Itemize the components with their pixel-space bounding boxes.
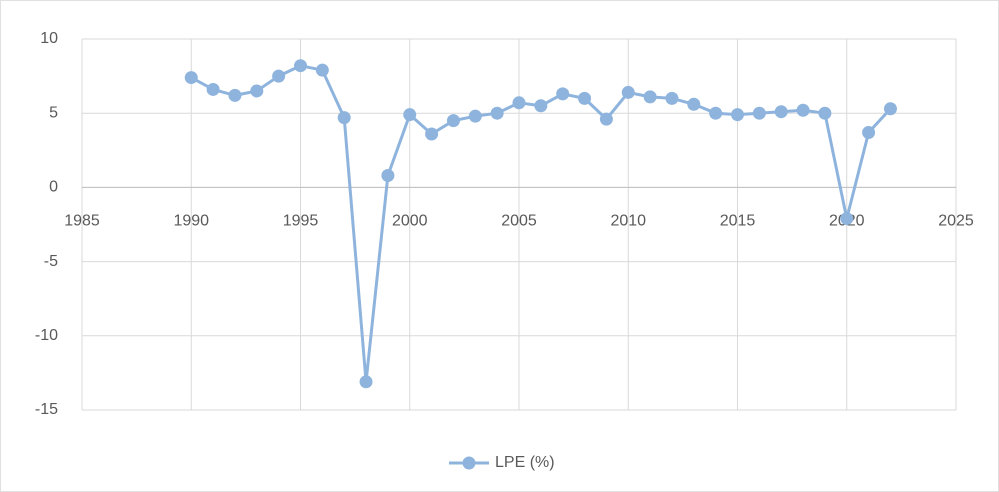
data-point: [774, 105, 788, 119]
data-point: [818, 106, 832, 120]
x-tick-label: 2015: [720, 213, 756, 230]
y-tick-label: -10: [35, 327, 58, 344]
data-point: [599, 112, 613, 126]
legend-label: LPE (%): [495, 454, 555, 471]
x-tick-label: 1985: [64, 213, 100, 230]
x-tick-label: 2000: [392, 213, 428, 230]
data-point: [250, 84, 264, 98]
y-tick-label: 10: [40, 30, 58, 47]
x-tick-label: 2025: [938, 213, 974, 230]
y-tick-label: 0: [49, 179, 58, 196]
data-point: [796, 103, 810, 117]
data-point: [403, 108, 417, 122]
data-point: [578, 91, 592, 105]
data-point: [687, 97, 701, 111]
data-point: [752, 106, 766, 120]
data-point: [490, 106, 504, 120]
legend-swatch: [462, 456, 476, 470]
data-point: [643, 90, 657, 104]
data-point: [512, 96, 526, 110]
data-point: [709, 106, 723, 120]
y-tick-label: -15: [35, 401, 58, 418]
data-point: [359, 375, 373, 389]
data-point: [621, 85, 635, 99]
data-point: [446, 114, 460, 128]
data-point: [534, 99, 548, 113]
data-point: [294, 59, 307, 73]
data-point: [206, 82, 220, 96]
x-tick-label: 2010: [610, 213, 646, 230]
data-point: [731, 108, 744, 122]
data-point: [315, 63, 329, 77]
data-point: [468, 109, 482, 123]
y-tick-label: -5: [44, 253, 58, 270]
x-tick-label: 1995: [283, 213, 319, 230]
data-point: [228, 88, 242, 102]
data-point: [337, 111, 351, 125]
data-point: [425, 127, 439, 141]
data-point: [272, 69, 286, 83]
data-point: [556, 87, 570, 101]
data-point: [840, 212, 854, 226]
data-point: [862, 125, 876, 139]
data-point: [883, 102, 897, 116]
data-point: [381, 169, 395, 183]
data-point: [665, 91, 679, 105]
data-point: [184, 71, 198, 85]
x-tick-label: 1990: [173, 213, 209, 230]
y-tick-label: 5: [49, 104, 58, 121]
x-tick-label: 2005: [501, 213, 537, 230]
